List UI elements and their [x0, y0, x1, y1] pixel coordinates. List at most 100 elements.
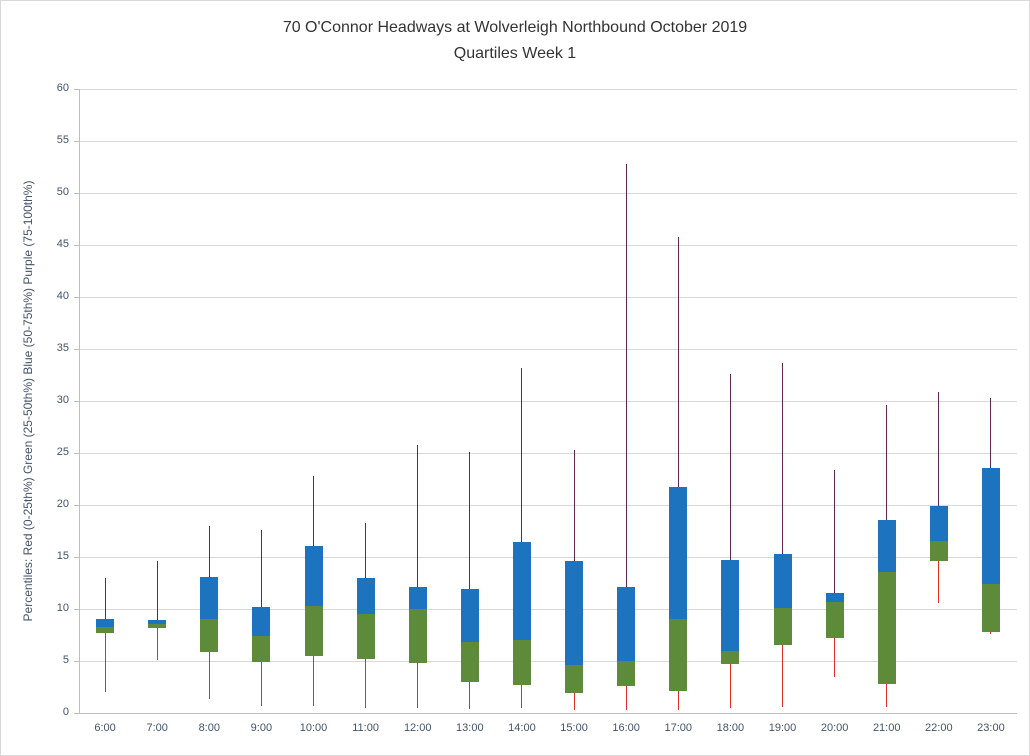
upper-whisker-purple — [729, 373, 731, 561]
quartile-box-green-25-50 — [877, 571, 896, 684]
upper-whisker-purple — [521, 367, 523, 543]
quartile-box-green-25-50 — [721, 650, 740, 665]
quartile-box-green-25-50 — [356, 614, 375, 659]
lower-whisker-red — [521, 684, 523, 708]
y-gridline — [80, 297, 1017, 298]
quartile-box-blue-50-75 — [929, 506, 948, 542]
y-tick-label: 0 — [62, 706, 69, 718]
lower-whisker-red — [990, 631, 992, 634]
y-gridline — [80, 505, 1017, 506]
quartile-box-blue-50-75 — [565, 561, 584, 666]
quartile-box-blue-50-75 — [721, 560, 740, 651]
x-axis-label: 16:00 — [612, 722, 640, 734]
y-gridline — [80, 609, 1017, 610]
lower-whisker-red — [313, 655, 314, 706]
upper-whisker-purple — [834, 469, 836, 594]
lower-whisker-red — [417, 663, 419, 708]
upper-whisker-purple — [782, 362, 783, 554]
x-axis-label: 14:00 — [508, 722, 536, 734]
x-axis-label: 8:00 — [198, 722, 220, 734]
x-axis-label: 18:00 — [716, 722, 745, 734]
y-tick-mark — [74, 609, 79, 610]
y-tick-mark — [74, 297, 79, 298]
y-tick-label: 60 — [56, 82, 69, 94]
y-tick-mark — [74, 193, 79, 194]
x-axis-label: 22:00 — [925, 722, 953, 734]
x-axis-label: 23:00 — [977, 722, 1005, 734]
y-tick-label: 25 — [56, 446, 69, 458]
y-tick-mark — [74, 401, 79, 402]
y-gridline — [80, 141, 1017, 142]
upper-whisker-purple — [625, 163, 627, 588]
upper-whisker-purple — [104, 577, 106, 620]
quartile-box-blue-50-75 — [408, 587, 427, 609]
x-axis-label: 13:00 — [456, 722, 484, 734]
x-axis-label: 20:00 — [820, 722, 849, 734]
y-tick-mark — [74, 453, 79, 454]
lower-whisker-red — [260, 662, 262, 706]
upper-whisker-purple — [313, 475, 314, 546]
y-axis-line — [79, 89, 80, 713]
y-tick-mark — [74, 141, 79, 142]
y-tick-label: 50 — [56, 186, 69, 198]
quartile-box-blue-50-75 — [304, 545, 323, 606]
upper-whisker-purple — [156, 561, 158, 621]
y-gridline — [80, 89, 1017, 90]
lower-whisker-red — [729, 664, 731, 708]
chart-subtitle: Quartiles Week 1 — [453, 45, 577, 62]
quartile-box-green-25-50 — [408, 609, 427, 664]
quartile-box-green-25-50 — [96, 626, 115, 633]
chart-title: 70 O'Connor Headways at Wolverleigh Nort… — [282, 19, 748, 36]
upper-whisker-purple — [417, 444, 419, 588]
y-gridline — [80, 349, 1017, 350]
quartile-box-blue-50-75 — [617, 587, 636, 661]
x-axis-label: 15:00 — [560, 722, 588, 734]
x-axis-label: 10:00 — [299, 722, 328, 734]
lower-whisker-red — [677, 691, 679, 710]
upper-whisker-purple — [365, 522, 367, 578]
x-axis-label: 17:00 — [664, 722, 693, 734]
lower-whisker-red — [834, 638, 836, 677]
y-tick-label: 15 — [56, 550, 69, 562]
quartile-box-green-25-50 — [825, 601, 844, 639]
x-axis-label: 19:00 — [768, 722, 797, 734]
y-gridline — [80, 557, 1017, 558]
quartile-box-green-25-50 — [565, 665, 584, 694]
quartile-box-blue-50-75 — [252, 606, 271, 637]
y-tick-mark — [74, 505, 79, 506]
quartile-box-green-25-50 — [512, 640, 531, 685]
quartile-box-green-25-50 — [617, 661, 636, 686]
lower-whisker-red — [208, 651, 210, 700]
y-tick-label: 5 — [62, 654, 69, 666]
quartile-box-blue-50-75 — [148, 620, 167, 624]
y-tick-mark — [74, 245, 79, 246]
y-tick-label: 30 — [56, 394, 69, 406]
quartile-box-blue-50-75 — [96, 619, 115, 627]
quartile-box-blue-50-75 — [773, 553, 792, 608]
quartile-box-green-25-50 — [148, 623, 167, 628]
upper-whisker-purple — [573, 449, 575, 562]
y-tick-label: 35 — [56, 342, 69, 354]
lower-whisker-red — [365, 658, 367, 708]
y-gridline — [80, 453, 1017, 454]
lower-whisker-red — [782, 645, 783, 707]
quartile-box-blue-50-75 — [981, 467, 1000, 585]
y-tick-label: 45 — [56, 238, 69, 250]
x-axis-label: 21:00 — [872, 722, 901, 734]
quartile-box-green-25-50 — [773, 607, 792, 646]
quartile-box-green-25-50 — [460, 642, 479, 682]
upper-whisker-purple — [208, 525, 210, 577]
y-tick-mark — [74, 89, 79, 90]
y-tick-mark — [74, 349, 79, 350]
quartile-box-green-25-50 — [669, 619, 688, 692]
upper-whisker-purple — [886, 405, 888, 520]
x-axis-label: 12:00 — [403, 722, 432, 734]
quartile-box-blue-50-75 — [877, 519, 896, 572]
quartile-box-green-25-50 — [200, 619, 219, 652]
quartile-box-green-25-50 — [304, 605, 323, 656]
y-axis-title: Percentiles: Red (0-25th%) Green (25-50t… — [21, 180, 35, 622]
quartile-box-blue-50-75 — [512, 542, 531, 641]
quartile-box-green-25-50 — [981, 584, 1000, 632]
x-axis-label: 11:00 — [352, 722, 379, 734]
